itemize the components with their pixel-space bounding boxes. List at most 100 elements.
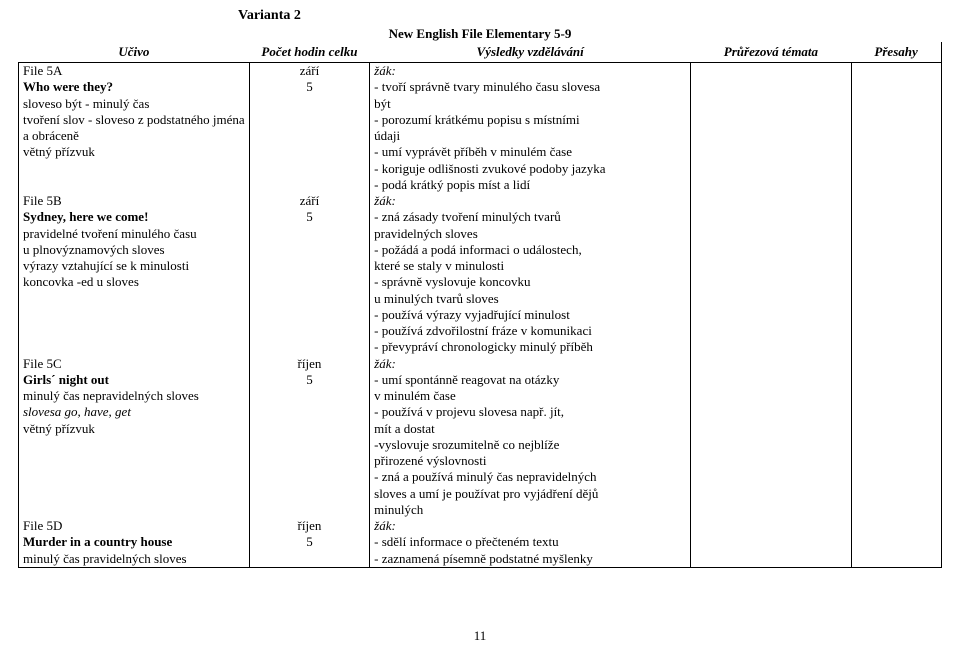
vysledky-line: mít a dostat: [374, 421, 686, 437]
hodin-line: září: [254, 63, 365, 79]
hodin-line: [254, 551, 365, 567]
hodin-line: [254, 274, 365, 290]
vysledky-line: být: [374, 96, 686, 112]
vysledky-line: - používá zdvořilostní fráze v komunikac…: [374, 323, 686, 339]
cell-ucivo: File 5A Who were they? sloveso být - min…: [19, 63, 250, 568]
vysledky-line: - tvoří správně tvary minulého času slov…: [374, 79, 686, 95]
hodin-line: [254, 144, 365, 160]
ucivo-line: [23, 437, 245, 453]
ucivo-line: File 5D: [23, 518, 245, 534]
vysledky-line: které se staly v minulosti: [374, 258, 686, 274]
ucivo-line: větný přízvuk: [23, 144, 245, 160]
cell-hodin: září 5 září 5 říjen: [249, 63, 369, 568]
vysledky-line: pravidelných sloves: [374, 226, 686, 242]
vysledky-line: - převypráví chronologicky minulý příběh: [374, 339, 686, 355]
ucivo-line: [23, 161, 245, 177]
ucivo-line: sloveso být - minulý čas: [23, 96, 245, 112]
ucivo-line: výrazy vztahující se k minulosti: [23, 258, 245, 274]
hodin-line: [254, 128, 365, 144]
ucivo-line: [23, 502, 245, 518]
ucivo-line: tvoření slov - sloveso z podstatného jmé…: [23, 112, 245, 128]
hodin-line: [254, 177, 365, 193]
hodin-line: [254, 388, 365, 404]
vysledky-line: v minulém čase: [374, 388, 686, 404]
ucivo-line: [23, 469, 245, 485]
vysledky-line: -vyslovuje srozumitelně co nejblíže: [374, 437, 686, 453]
hodin-line: 5: [254, 209, 365, 225]
cell-presahy: [851, 63, 941, 568]
hodin-line: [254, 502, 365, 518]
hodin-line: 5: [254, 534, 365, 550]
ucivo-line: [23, 177, 245, 193]
hodin-line: říjen: [254, 518, 365, 534]
ucivo-line: [23, 486, 245, 502]
hodin-line: [254, 258, 365, 274]
hodin-line: [254, 486, 365, 502]
hodin-line: [254, 421, 365, 437]
ucivo-line: větný přízvuk: [23, 421, 245, 437]
col-header-presahy: Přesahy: [851, 42, 941, 63]
hodin-line: [254, 161, 365, 177]
hodin-line: [254, 339, 365, 355]
ucivo-line: slovesa go, have, get: [23, 404, 245, 420]
vysledky-line: žák:: [374, 356, 686, 372]
col-header-pruz: Průřezová témata: [691, 42, 852, 63]
vysledky-line: žák:: [374, 193, 686, 209]
ucivo-line: Murder in a country house: [23, 534, 245, 550]
hodin-line: [254, 323, 365, 339]
vysledky-line: u minulých tvarů sloves: [374, 291, 686, 307]
hodin-line: [254, 226, 365, 242]
vysledky-line: minulých: [374, 502, 686, 518]
vysledky-line: sloves a umí je používat pro vyjádření d…: [374, 486, 686, 502]
hodin-line: [254, 307, 365, 323]
ucivo-line: koncovka -ed u sloves: [23, 274, 245, 290]
cell-pruz: [691, 63, 852, 568]
vysledky-line: - používá v projevu slovesa např. jít,: [374, 404, 686, 420]
varianta-title: Varianta 2: [238, 8, 942, 24]
hodin-line: [254, 437, 365, 453]
ucivo-line: minulý čas pravidelných sloves: [23, 551, 245, 567]
vysledky-line: žák:: [374, 518, 686, 534]
col-header-hodin: Počet hodin celku: [249, 42, 369, 63]
ucivo-line: File 5B: [23, 193, 245, 209]
ucivo-line: Girls´ night out: [23, 372, 245, 388]
vysledky-line: - podá krátký popis míst a lidí: [374, 177, 686, 193]
ucivo-line: [23, 453, 245, 469]
title-row: Varianta 2 New English File Elementary 5…: [18, 8, 942, 42]
col-header-ucivo: Učivo: [19, 42, 250, 63]
hodin-line: 5: [254, 79, 365, 95]
ucivo-line: minulý čas nepravidelných sloves: [23, 388, 245, 404]
vysledky-line: - požádá a podá informaci o událostech,: [374, 242, 686, 258]
table-body-row: File 5A Who were they? sloveso být - min…: [19, 63, 942, 568]
ucivo-line: [23, 339, 245, 355]
hodin-line: [254, 242, 365, 258]
subtitle: New English File Elementary 5-9: [18, 26, 942, 42]
ucivo-line: Who were they?: [23, 79, 245, 95]
vysledky-line: - zná a používá minulý čas nepravidelnýc…: [374, 469, 686, 485]
ucivo-line: u plnovýznamových sloves: [23, 242, 245, 258]
vysledky-line: - umí vyprávět příběh v minulém čase: [374, 144, 686, 160]
vysledky-line: - správně vyslovuje koncovku: [374, 274, 686, 290]
ucivo-line: pravidelné tvoření minulého času: [23, 226, 245, 242]
cell-vysledky: žák: - tvoří správně tvary minulého času…: [370, 63, 691, 568]
ucivo-italic: slovesa go, have, get: [23, 404, 131, 419]
hodin-line: 5: [254, 372, 365, 388]
curriculum-table: Učivo Počet hodin celku Výsledky vzděláv…: [18, 42, 942, 568]
ucivo-line: [23, 307, 245, 323]
vysledky-line: - koriguje odlišnosti zvukové podoby jaz…: [374, 161, 686, 177]
vysledky-line: - sdělí informace o přečteném textu: [374, 534, 686, 550]
hodin-line: [254, 469, 365, 485]
hodin-line: říjen: [254, 356, 365, 372]
col-header-vysledky: Výsledky vzdělávání: [370, 42, 691, 63]
vysledky-line: - používá výrazy vyjadřující minulost: [374, 307, 686, 323]
vysledky-line: - zaznamená písemně podstatné myšlenky: [374, 551, 686, 567]
vysledky-line: přirozené výslovnosti: [374, 453, 686, 469]
hodin-line: září: [254, 193, 365, 209]
ucivo-line: File 5A: [23, 63, 245, 79]
ucivo-line: a obráceně: [23, 128, 245, 144]
hodin-line: [254, 291, 365, 307]
ucivo-line: [23, 291, 245, 307]
vysledky-line: - zná zásady tvoření minulých tvarů: [374, 209, 686, 225]
vysledky-line: údaji: [374, 128, 686, 144]
hodin-line: [254, 404, 365, 420]
